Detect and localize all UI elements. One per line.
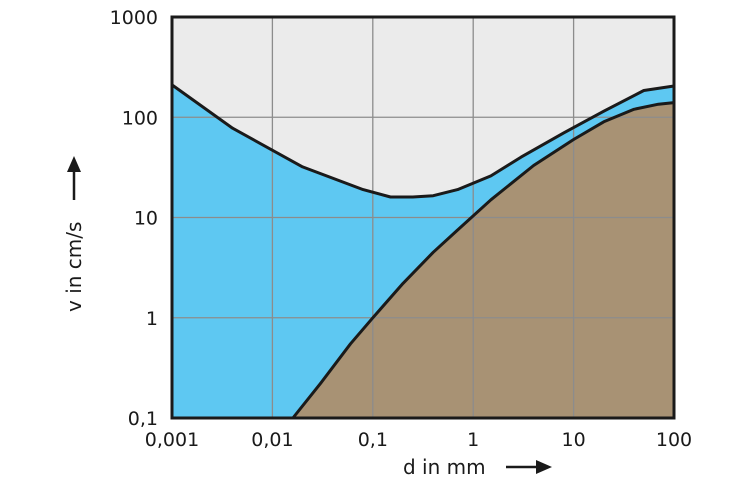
y-tick-label: 1000 — [110, 7, 158, 29]
x-axis-arrow-head-icon — [536, 460, 552, 474]
x-tick-label: 0,01 — [251, 429, 293, 451]
lower-region — [292, 102, 674, 418]
x-tick-label: 100 — [656, 429, 692, 451]
lower-boundary-line — [291, 101, 675, 419]
y-axis-title: v in cm/s — [62, 156, 86, 312]
upper-boundary-line — [171, 83, 675, 199]
y-tick-label: 100 — [122, 107, 158, 129]
y-tick-label: 1 — [146, 308, 158, 330]
x-axis-label: d in mm — [403, 455, 486, 479]
y-axis-label: v in cm/s — [62, 222, 86, 312]
x-tick-label: 10 — [562, 429, 586, 451]
x-tick-label: 0,001 — [145, 429, 199, 451]
y-tick-label: 0,1 — [128, 408, 158, 430]
y-tick-labels: 0,1 1 10 100 1000 — [110, 7, 158, 430]
plot-frame — [170, 15, 676, 420]
x-tick-label: 0,1 — [358, 429, 388, 451]
chart-curves — [171, 83, 675, 419]
x-tick-label: 1 — [467, 429, 479, 451]
y-axis-arrow-head-icon — [67, 156, 81, 172]
x-axis-title: d in mm — [403, 455, 552, 479]
x-tick-labels: 0,001 0,01 0,1 1 10 100 — [145, 429, 692, 451]
y-tick-label: 10 — [134, 208, 158, 230]
